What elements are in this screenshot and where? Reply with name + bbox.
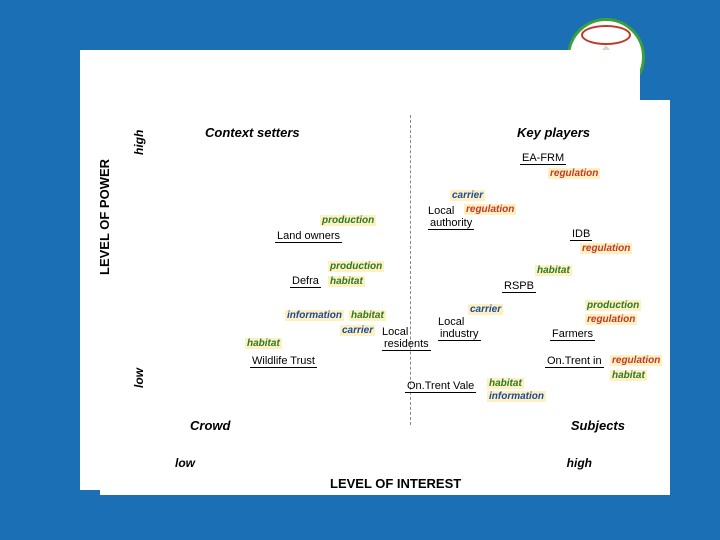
x-axis-low: low <box>175 456 195 470</box>
actor-local-industry: Local industry <box>438 316 481 341</box>
y-axis-low: low <box>132 368 146 388</box>
tag-production: production <box>585 300 641 311</box>
tag-regulation: regulation <box>548 168 600 179</box>
quad-crowd: Crowd <box>190 418 230 433</box>
actor-wildlife-trust: Wildlife Trust <box>250 355 317 368</box>
actor-idb: IDB <box>570 228 592 241</box>
y-axis-high: high <box>132 130 146 155</box>
tag-habitat: habitat <box>245 338 282 349</box>
x-axis-title: LEVEL OF INTEREST <box>330 476 461 491</box>
quad-key-players: Key players <box>517 125 590 140</box>
tag-regulation: regulation <box>585 314 637 325</box>
tag-information: information <box>487 391 546 402</box>
actor-defra: Defra <box>290 275 321 288</box>
tag-habitat: habitat <box>610 370 647 381</box>
actor-farmers: Farmers <box>550 328 595 341</box>
tag-habitat: habitat <box>535 265 572 276</box>
x-axis-high: high <box>567 456 592 470</box>
quad-context-setters: Context setters <box>205 125 300 140</box>
tag-habitat: habitat <box>349 310 386 321</box>
actor-ontrent-in: On.Trent in <box>545 355 604 368</box>
actor-rspb: RSPB <box>502 280 536 293</box>
tag-regulation: regulation <box>610 355 662 366</box>
tag-information: information <box>285 310 344 321</box>
tag-carrier: carrier <box>340 325 375 336</box>
y-axis-title: LEVEL OF POWER <box>97 159 112 275</box>
tag-carrier: carrier <box>468 304 503 315</box>
tag-carrier: carrier <box>450 190 485 201</box>
actor-local-residents: Local residents <box>382 326 431 351</box>
tag-habitat: habitat <box>487 378 524 389</box>
actor-land-owners: Land owners <box>275 230 342 243</box>
tag-production: production <box>320 215 376 226</box>
tag-production: production <box>328 261 384 272</box>
tag-habitat: habitat <box>328 276 365 287</box>
stakeholder-chart: LEVEL OF POWER high low LEVEL OF INTERES… <box>100 100 670 495</box>
actor-ontrent-vale: On.Trent Vale <box>405 380 476 393</box>
plot-area: Context setters Key players Crowd Subjec… <box>150 100 650 445</box>
tag-regulation: regulation <box>464 204 516 215</box>
quad-subjects: Subjects <box>571 418 625 433</box>
tag-regulation: regulation <box>580 243 632 254</box>
actor-ea-frm: EA-FRM <box>520 152 566 165</box>
